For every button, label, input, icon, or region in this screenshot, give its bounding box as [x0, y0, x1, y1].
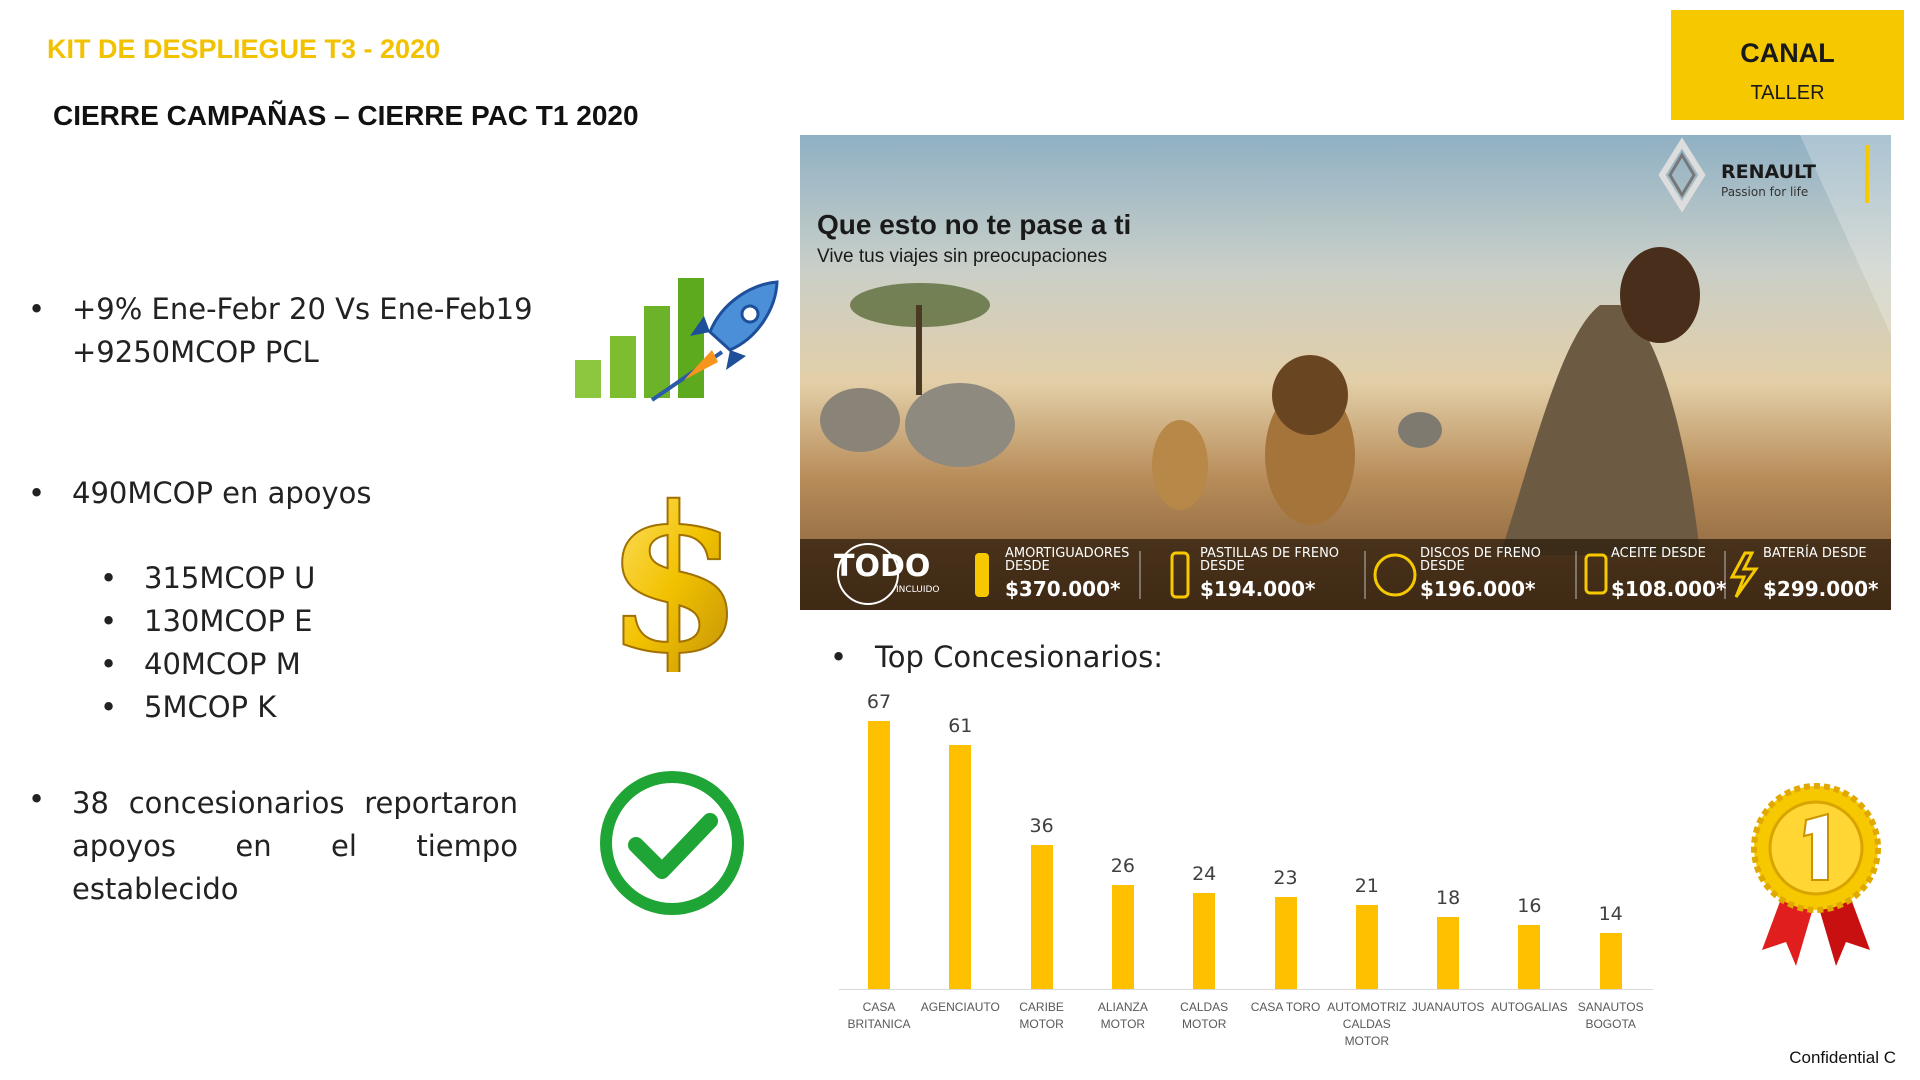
ad-scene — [820, 135, 1891, 555]
medal-icon — [1751, 783, 1881, 966]
footer: Confidential C — [1789, 1048, 1896, 1067]
bar — [1518, 925, 1541, 989]
bar — [1599, 933, 1622, 989]
sub-bullet-text: 5MCOP K — [144, 690, 277, 724]
data-label: 36 — [1029, 815, 1054, 837]
ad-offers: TODO INCLUIDO AMORTIGUADORES DESDE $370.… — [800, 539, 1891, 610]
x-tick-label: CASA TORO — [1250, 1000, 1321, 1014]
sub-bullet-text: 130MCOP E — [144, 604, 313, 638]
slide-title: KIT DE DESPLIEGUE T3 - 2020 — [47, 34, 441, 64]
offer-icons — [837, 543, 1759, 605]
x-tick-label: AUTOGALIAS — [1491, 1000, 1568, 1014]
bullet-text: +9250MCOP PCL — [72, 335, 319, 369]
offer-price: $370.000* — [1005, 577, 1121, 601]
check-icon — [600, 771, 744, 915]
data-label: 16 — [1517, 895, 1542, 917]
bar — [1193, 893, 1216, 989]
offer-label: BATERÍA DESDE — [1763, 546, 1867, 561]
bar — [1111, 885, 1134, 989]
offer-label: DISCOS DE FRENO DESDE — [1420, 546, 1541, 574]
bar — [1355, 905, 1378, 989]
bullet-text: 490MCOP en apoyos — [72, 476, 372, 510]
offer-label: PASTILLAS DE FRENO DESDE — [1200, 546, 1340, 574]
bar — [949, 745, 972, 989]
bullet-dot: • — [28, 782, 46, 816]
data-label: 14 — [1598, 903, 1623, 925]
ad-subheadline: Vive tus viajes sin preocupaciones — [817, 246, 1108, 267]
x-axis — [839, 989, 1653, 990]
data-label: 18 — [1436, 887, 1461, 909]
x-tick-label: AUTOMOTRIZ CALDAS MOTOR — [1327, 1000, 1407, 1048]
bullet-dot: • — [28, 292, 46, 326]
bar — [1274, 897, 1297, 989]
channel-title: CANAL — [1740, 38, 1835, 68]
channel-box: CANAL TALLER — [1671, 10, 1904, 120]
offer-price: $196.000* — [1420, 577, 1536, 601]
ad-headline: Que esto no te pase a ti — [817, 209, 1132, 240]
ad-brand: RENAULT — [1721, 161, 1816, 183]
ad-badge-sub: INCLUIDO — [896, 585, 940, 595]
data-label: 61 — [948, 715, 973, 737]
growth-icon — [575, 278, 779, 402]
x-tick-label: CARIBE MOTOR — [1019, 1000, 1064, 1031]
bullet-dot: • — [100, 647, 118, 681]
x-tick-label: CASA BRITANICA — [847, 1000, 911, 1031]
ad-banner: RENAULT Passion for life Que esto no te … — [800, 135, 1891, 610]
x-tick-label: CALDAS MOTOR — [1180, 1000, 1229, 1031]
bullet-dot: • — [100, 604, 118, 638]
data-label: 21 — [1354, 875, 1379, 897]
ad-tagline: Passion for life — [1721, 185, 1809, 199]
x-tick-label: JUANAUTOS — [1411, 1000, 1485, 1014]
channel-subtitle: TALLER — [1750, 82, 1825, 104]
data-label: 23 — [1273, 867, 1298, 889]
data-label: 67 — [866, 691, 892, 713]
data-label: 24 — [1192, 863, 1217, 885]
bar — [1437, 917, 1460, 989]
dollar-icon: $ — [612, 492, 736, 672]
bar — [868, 721, 890, 989]
offer-price: $299.000* — [1763, 577, 1879, 601]
x-tick-label: AGENCIAUTO — [920, 1000, 1000, 1014]
bullet-dot: • — [830, 640, 848, 674]
offer-price: $194.000* — [1200, 577, 1316, 601]
offer-label: AMORTIGUADORES DESDE — [1005, 546, 1130, 574]
x-tick-label: ALIANZA MOTOR — [1097, 1000, 1148, 1031]
bullet-dot: • — [100, 561, 118, 595]
bullet-text: +9% Ene-Febr 20 Vs Ene-Feb19 — [72, 292, 533, 326]
data-label: 26 — [1110, 855, 1135, 877]
offer-label: ACEITE DESDE — [1611, 546, 1706, 561]
bullet-dot: • — [28, 476, 46, 510]
sub-bullet-text: 315MCOP U — [144, 561, 316, 595]
bar — [1030, 845, 1053, 989]
ad-badge: TODO — [834, 549, 931, 584]
slide-subtitle: CIERRE CAMPAÑAS – CIERRE PAC T1 2020 — [53, 100, 639, 131]
offer-price: $108.000* — [1611, 577, 1727, 601]
bullet-dot: • — [100, 690, 118, 724]
chart-title: Top Concesionarios: — [875, 640, 1163, 674]
bullet-text: 38 concesionarios reportaron apoyos en e… — [72, 786, 518, 906]
svg-text:$: $ — [612, 492, 736, 672]
x-tick-label: SANAUTOS BOGOTA — [1577, 1000, 1644, 1031]
sub-bullet-text: 40MCOP M — [144, 647, 301, 681]
